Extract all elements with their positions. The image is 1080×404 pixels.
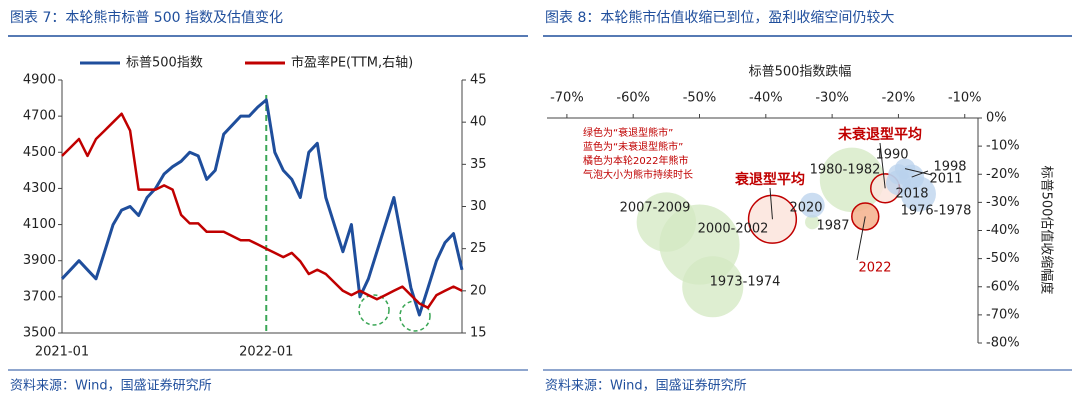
y-tick-label: 4900 bbox=[23, 73, 56, 88]
y-tick-label: -70% bbox=[986, 307, 1020, 322]
source: 资料来源：Wind，国盛证券研究所 bbox=[545, 378, 747, 394]
point-label: 1980-1982 bbox=[810, 163, 881, 178]
bubble bbox=[900, 176, 936, 212]
leader-line bbox=[856, 216, 866, 261]
x-tick-label: -50% bbox=[683, 91, 717, 106]
y2-tick-label: 15 bbox=[470, 326, 487, 341]
leader-line bbox=[769, 187, 773, 220]
point-label: 1976-1978 bbox=[901, 204, 972, 219]
note: 橘色为本轮2022年熊市 bbox=[583, 154, 688, 167]
series-line bbox=[60, 98, 464, 317]
leader-line bbox=[911, 170, 929, 178]
x-tick-label: -60% bbox=[616, 91, 650, 106]
y2-tick-label: 20 bbox=[470, 283, 487, 298]
point-label: 未衰退型平均 bbox=[838, 126, 922, 143]
x-tick-label: -70% bbox=[550, 91, 584, 106]
y2-tick-label: 35 bbox=[470, 157, 487, 172]
x-tick-label: -10% bbox=[948, 91, 982, 106]
y-tick-label: -40% bbox=[986, 223, 1020, 238]
bubble bbox=[682, 256, 744, 318]
y2-tick-label: 40 bbox=[470, 115, 487, 130]
series-line bbox=[61, 112, 463, 309]
point-label: 1987 bbox=[816, 219, 849, 234]
x-tick-label: -20% bbox=[882, 91, 916, 106]
bubble bbox=[799, 192, 825, 218]
y-tick-label: -80% bbox=[986, 336, 1020, 351]
legend-label: 标普500指数 bbox=[126, 56, 203, 71]
x-tick-label: 2022-01 bbox=[239, 345, 293, 360]
leader-line bbox=[879, 142, 886, 189]
y-tick-label: 0% bbox=[986, 111, 1007, 126]
point-label: 2007-2009 bbox=[620, 201, 691, 216]
y-tick-label: 4100 bbox=[23, 217, 56, 232]
highlight bbox=[358, 294, 390, 326]
y-tick-label: 4500 bbox=[23, 145, 56, 160]
y-tick-label: -50% bbox=[986, 251, 1020, 266]
y2-tick-label: 45 bbox=[470, 73, 487, 88]
point-label: 2022 bbox=[858, 261, 891, 276]
note: 绿色为“衰退型熊市” bbox=[583, 126, 673, 139]
y2-tick-label: 30 bbox=[470, 199, 487, 214]
chart-title: 图表 7：本轮熊市标普 500 指数及估值变化 bbox=[10, 9, 283, 26]
point-label: 衰退型平均 bbox=[734, 171, 805, 188]
x-tick-label: -40% bbox=[749, 91, 783, 106]
y-tick-label: 4700 bbox=[23, 109, 56, 124]
y2-tick-label: 25 bbox=[470, 241, 487, 256]
note: 气泡大小为熊市持续时长 bbox=[583, 168, 693, 181]
chart-title: 图表 8：本轮熊市估值收缩已到位，盈利收缩空间仍较大 bbox=[545, 9, 894, 26]
point-label: 2020 bbox=[789, 201, 822, 216]
x-tick-label: 2021-01 bbox=[35, 345, 89, 360]
y-tick-label: 3700 bbox=[23, 289, 56, 304]
point-label: 1973-1974 bbox=[710, 275, 781, 290]
bubble bbox=[819, 147, 885, 213]
leader-line bbox=[904, 168, 933, 176]
point-label: 2000-2002 bbox=[698, 222, 769, 237]
bubble bbox=[805, 214, 820, 230]
point-label: 2018 bbox=[895, 187, 928, 202]
y-tick-label: 4300 bbox=[23, 181, 56, 196]
y-tick-label: 3900 bbox=[23, 253, 56, 268]
y-tick-label: -20% bbox=[986, 167, 1020, 182]
y-tick-label: 3500 bbox=[23, 326, 56, 341]
x-axis-title: 标普500指数跌幅 bbox=[749, 64, 852, 80]
legend-label: 市盈率PE(TTM,右轴) bbox=[291, 55, 413, 71]
y-tick-label: -30% bbox=[986, 195, 1020, 210]
point-label: 2011 bbox=[929, 172, 962, 187]
note: 蓝色为“未衰退型熊市” bbox=[583, 140, 683, 153]
y-tick-label: -60% bbox=[986, 279, 1020, 294]
point-label: 1990 bbox=[875, 148, 908, 163]
point-label: 1998 bbox=[933, 160, 966, 175]
x-tick-label: -30% bbox=[815, 91, 849, 106]
y-axis-title: 标普500估值收缩幅度 bbox=[1039, 166, 1055, 295]
y-tick-label: -10% bbox=[986, 139, 1020, 154]
source: 资料来源：Wind，国盛证券研究所 bbox=[10, 378, 212, 394]
